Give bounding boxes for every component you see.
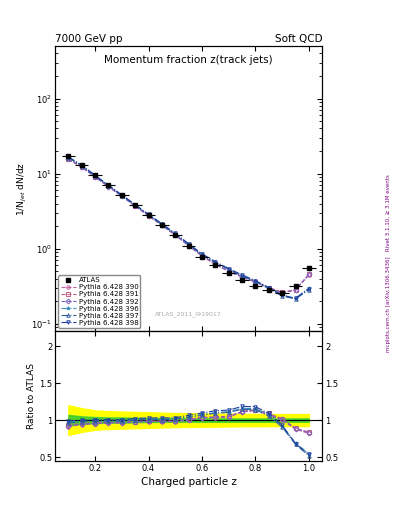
Text: ATLAS_2011_I919017: ATLAS_2011_I919017 bbox=[155, 311, 222, 317]
Y-axis label: Ratio to ATLAS: Ratio to ATLAS bbox=[28, 363, 36, 429]
Text: mcplots.cern.ch [arXiv:1306.3436]: mcplots.cern.ch [arXiv:1306.3436] bbox=[386, 257, 391, 352]
Text: Soft QCD: Soft QCD bbox=[275, 33, 322, 44]
Text: Rivet 3.1.10, ≥ 3.1M events: Rivet 3.1.10, ≥ 3.1M events bbox=[386, 174, 391, 251]
Legend: ATLAS, Pythia 6.428 390, Pythia 6.428 391, Pythia 6.428 392, Pythia 6.428 396, P: ATLAS, Pythia 6.428 390, Pythia 6.428 39… bbox=[59, 275, 140, 328]
Text: 7000 GeV pp: 7000 GeV pp bbox=[55, 33, 123, 44]
X-axis label: Charged particle z: Charged particle z bbox=[141, 477, 237, 487]
Y-axis label: 1/N$_{jet}$ dN/dz: 1/N$_{jet}$ dN/dz bbox=[16, 161, 29, 216]
Text: Momentum fraction z(track jets): Momentum fraction z(track jets) bbox=[104, 55, 273, 65]
